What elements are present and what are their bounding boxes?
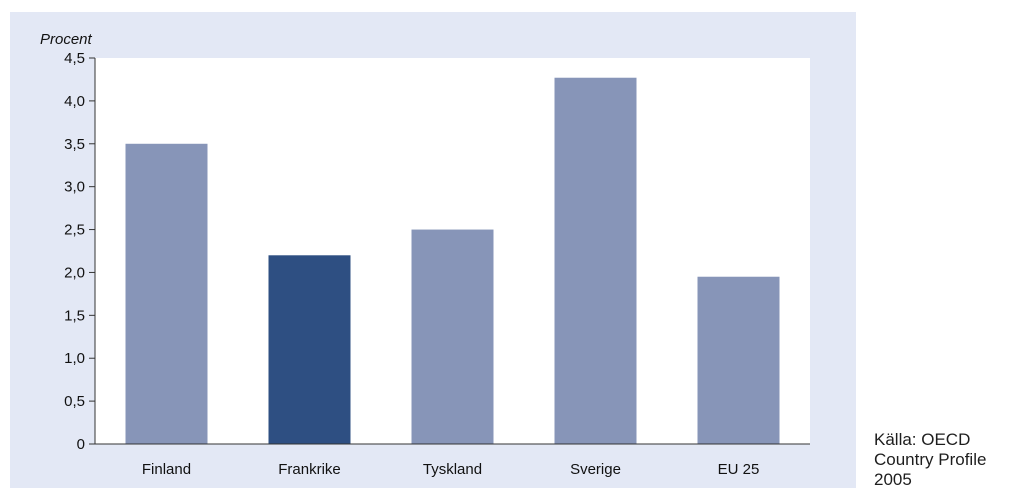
y-tick-label: 3,0 bbox=[64, 179, 85, 196]
bar-frankrike bbox=[268, 255, 351, 444]
y-tick-label: 4,0 bbox=[64, 93, 85, 110]
bar-sverige bbox=[554, 77, 637, 445]
y-tick-label: 4,5 bbox=[64, 50, 85, 67]
y-axis-title: Procent bbox=[40, 31, 93, 48]
bar-tyskland bbox=[411, 229, 494, 444]
source-note: Källa: OECD Country Profile 2005 bbox=[874, 430, 987, 489]
x-tick-label: Finland bbox=[142, 461, 191, 478]
x-tick-label: Tyskland bbox=[423, 461, 482, 478]
x-tick-label: Frankrike bbox=[278, 461, 341, 478]
x-tick-label: EU 25 bbox=[718, 461, 760, 478]
y-tick-label: 1,0 bbox=[64, 350, 85, 367]
y-tick-label: 0 bbox=[77, 436, 85, 453]
bar-finland bbox=[125, 143, 208, 444]
y-tick-label: 1,5 bbox=[64, 307, 85, 324]
bar-eu-25 bbox=[697, 276, 780, 444]
y-tick-label: 2,0 bbox=[64, 264, 85, 281]
y-tick-label: 0,5 bbox=[64, 393, 85, 410]
x-tick-label: Sverige bbox=[570, 461, 621, 478]
y-tick-label: 3,5 bbox=[64, 136, 85, 153]
y-tick-label: 2,5 bbox=[64, 222, 85, 239]
